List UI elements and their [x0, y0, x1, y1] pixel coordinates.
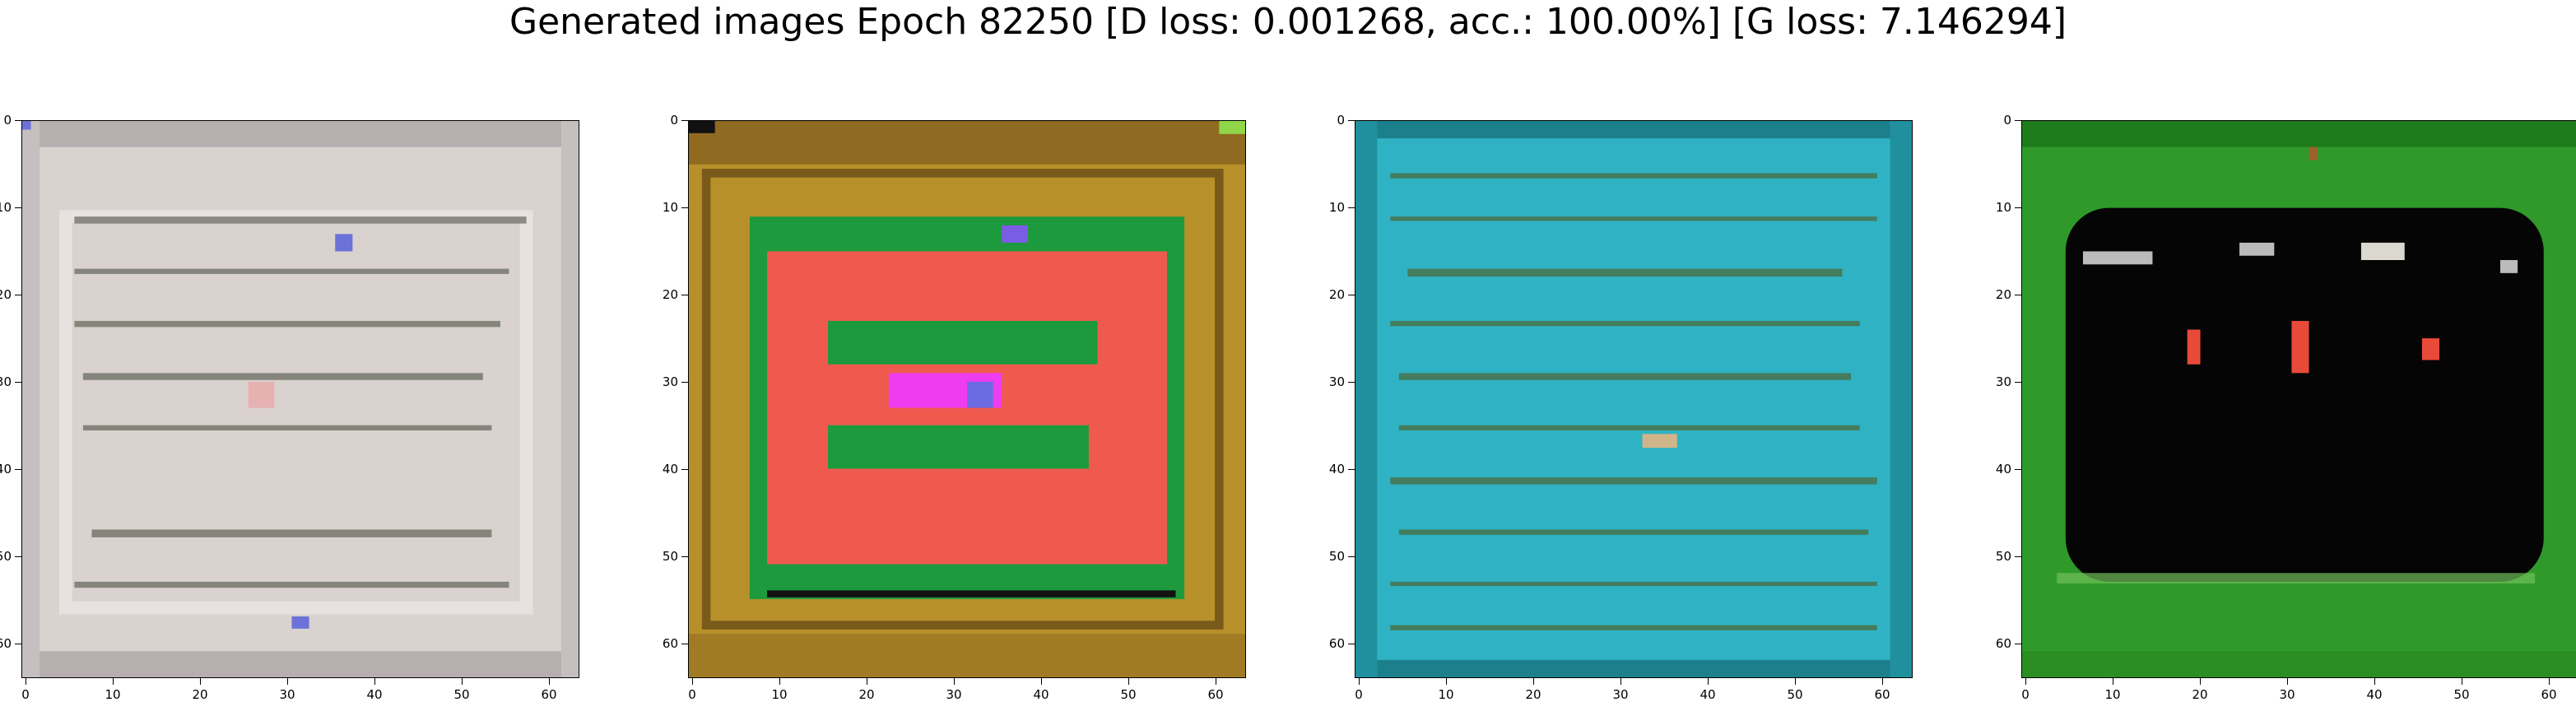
x-tick-label: 50	[2453, 688, 2469, 701]
x-tick-label: 60	[1207, 688, 1223, 701]
y-tick-label: 60	[1996, 637, 2011, 650]
x-tick-label: 0	[688, 688, 696, 701]
y-tick-label: 40	[0, 463, 12, 476]
x-tick-label: 10	[2104, 688, 2120, 701]
x-tick-label: 40	[1033, 688, 1049, 701]
y-tick-label: 20	[1996, 288, 2011, 301]
y-tick-label: 30	[1996, 375, 2011, 388]
x-tick-label: 10	[771, 688, 787, 701]
x-tick-label: 30	[279, 688, 295, 701]
y-tick-label: 50	[663, 550, 678, 563]
figure-title: Generated images Epoch 82250 [D loss: 0.…	[0, 0, 2576, 44]
x-tick-label: 30	[2279, 688, 2295, 701]
y-tick-label: 40	[1996, 463, 2011, 476]
y-tick-label: 40	[663, 463, 678, 476]
y-tick-label: 0	[1337, 114, 1345, 127]
x-tick-label: 0	[2021, 688, 2030, 701]
x-tick-label: 30	[1612, 688, 1628, 701]
y-tick-label: 50	[1329, 550, 1345, 563]
x-tick-label: 20	[858, 688, 874, 701]
y-tick-label: 0	[3, 114, 12, 127]
x-tick-label: 60	[2541, 688, 2556, 701]
x-tick-label: 50	[453, 688, 469, 701]
y-tick-label: 20	[0, 288, 12, 301]
subplot-2: 0 10 20 30 40 50 60 0 10 20 30 40 50 60	[688, 120, 1246, 678]
y-tick-label: 10	[0, 201, 12, 214]
y-tick-label: 10	[1996, 201, 2011, 214]
y-tick-label: 40	[1329, 463, 1345, 476]
generated-image-4	[2021, 120, 2576, 678]
generated-image-3	[1355, 120, 1913, 678]
y-tick-label: 0	[670, 114, 678, 127]
x-tick-label: 40	[2366, 688, 2382, 701]
x-tick-label: 40	[366, 688, 382, 701]
y-tick-label: 50	[0, 550, 12, 563]
y-tick-label: 0	[2003, 114, 2011, 127]
x-tick-label: 60	[1874, 688, 1890, 701]
y-tick-label: 30	[663, 375, 678, 388]
y-tick-label: 20	[663, 288, 678, 301]
subplot-3: 0 10 20 30 40 50 60 0 10 20 30 40 50 60	[1355, 120, 1913, 678]
y-tick-label: 60	[0, 637, 12, 650]
x-tick-label: 20	[2192, 688, 2207, 701]
x-tick-label: 40	[1700, 688, 1715, 701]
generated-image-2	[688, 120, 1246, 678]
x-tick-label: 50	[1787, 688, 1802, 701]
x-tick-label: 10	[105, 688, 120, 701]
y-tick-label: 60	[1329, 637, 1345, 650]
x-tick-label: 20	[1525, 688, 1541, 701]
x-tick-label: 10	[1438, 688, 1453, 701]
y-tick-label: 30	[0, 375, 12, 388]
subplot-1: 0 10 20 30 40 50 60 0 10 20 30 40 50 60	[21, 120, 579, 678]
x-tick-label: 0	[1355, 688, 1363, 701]
y-tick-label: 20	[1329, 288, 1345, 301]
generated-image-1	[21, 120, 579, 678]
x-tick-label: 60	[541, 688, 556, 701]
subplot-4: 0 10 20 30 40 50 60 0 10 20 30 40 50 60	[2021, 120, 2576, 678]
x-tick-label: 30	[946, 688, 961, 701]
y-tick-label: 30	[1329, 375, 1345, 388]
x-tick-label: 20	[192, 688, 207, 701]
x-tick-label: 0	[21, 688, 30, 701]
y-tick-label: 50	[1996, 550, 2011, 563]
y-tick-label: 10	[1329, 201, 1345, 214]
x-tick-label: 50	[1120, 688, 1136, 701]
y-tick-label: 60	[663, 637, 678, 650]
y-tick-label: 10	[663, 201, 678, 214]
